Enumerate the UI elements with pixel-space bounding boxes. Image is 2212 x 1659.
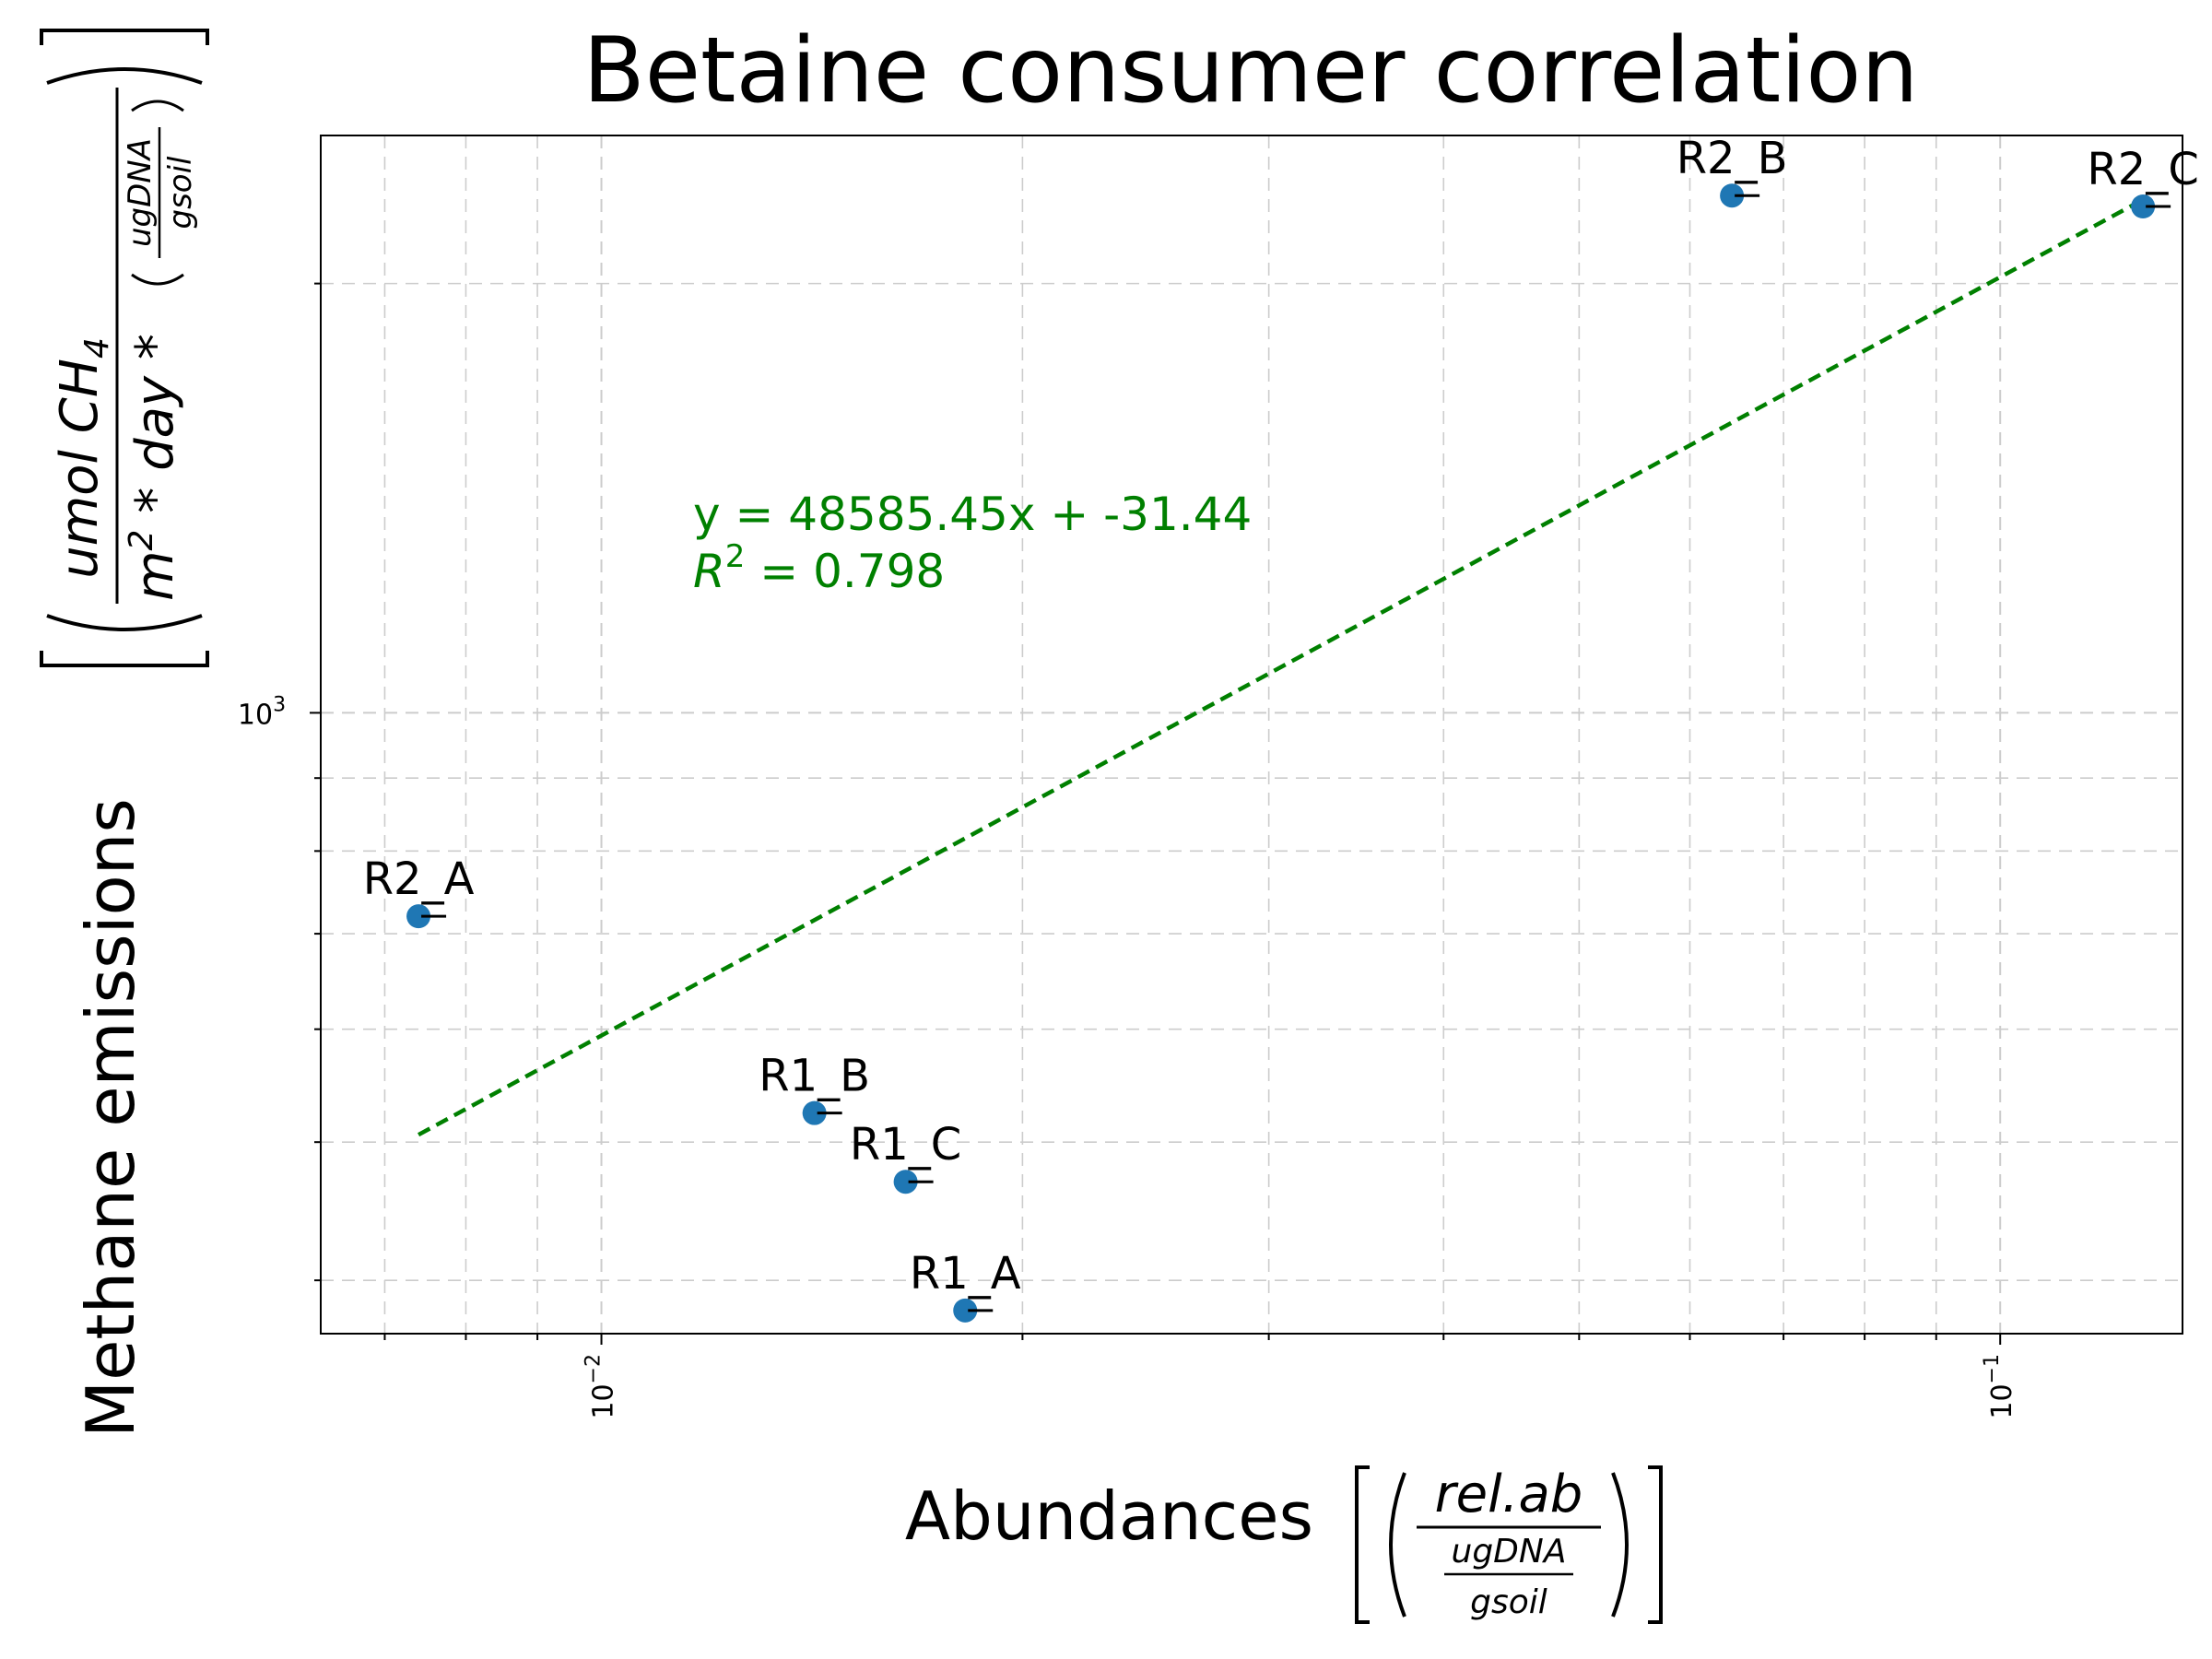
grid-minor [321,135,2183,1334]
x-label-left-bracket [1355,1465,1370,1624]
r-squared-symbol: R [693,545,725,598]
data-point [1720,183,1745,208]
point-label: R1_A [910,1248,1021,1300]
y-unit-denominator: m2 * day * [123,334,185,601]
point-label: R2_B [1677,133,1788,184]
y-tick-label-base: 10 [238,699,273,731]
y-unit-numerator-main: umol CH [50,359,110,579]
regression-equation: y = 48585.45x + -31.44 [693,488,1252,541]
y-unit-denominator-rest: * day * [125,334,185,529]
x-tick-label: 10−2 [582,1354,620,1419]
x-unit-inner-numerator: ugDNA [1452,1533,1567,1571]
y-label-right-paren [46,67,203,85]
x-label-right-paren [1611,1472,1629,1618]
x-tick-label: 10−1 [1981,1354,2018,1419]
y-label-left-bracket [40,651,209,667]
data-point [893,1170,918,1194]
x-tick-label-exponent: −1 [1981,1354,2004,1383]
plot-frame [320,135,2183,1335]
data-point [953,1298,978,1323]
r-squared-exponent: 2 [725,538,746,575]
point-label: R2_C [2087,144,2198,195]
y-unit-denominator-superscript: 2 [123,530,160,551]
y-unit-numerator: umol CH4 [50,337,116,579]
x-label-left-paren [1389,1472,1406,1618]
grid-major [321,135,2183,1334]
y-inner-right-paren [131,100,184,112]
plot-background [321,135,2183,1334]
x-tick-label-base: 10 [588,1383,620,1418]
x-axis-label: Abundances rel.ab ugDNA gsoil [905,1465,1663,1624]
y-axis-label: Methane emissions umol CH4 m2 * day * ug… [40,29,209,1438]
trendline-layer [417,197,2145,1137]
data-point [802,1100,827,1125]
x-unit-inner-denominator: gsoil [1470,1583,1547,1621]
r-squared-value: = 0.798 [745,545,945,598]
points-layer: R2_A R1_B R1_C R1_A R2_B R2_C [363,133,2199,1323]
point-label: R1_B [759,1051,870,1102]
data-point [2131,194,2156,219]
x-tick-label-exponent: −2 [582,1354,606,1383]
y-tick-label-exponent: 3 [273,693,286,716]
y-inner-left-paren [131,273,184,286]
x-tick-label-base: 10 [1986,1383,2018,1418]
r-squared-text: R2 = 0.798 [693,538,945,598]
trendline [417,197,2145,1137]
y-unit-denominator-main: m [125,550,185,601]
chart-title: Betaine consumer correlation [583,18,1919,124]
y-unit-inner-denominator: gsoil [162,156,199,229]
y-label-right-bracket [40,29,209,45]
y-axis-title: Methane emissions [72,798,149,1438]
y-unit-inner-numerator: ugDNA [122,138,159,247]
point-label: R2_A [363,853,475,905]
point-label: R1_C [850,1119,961,1171]
x-unit-numerator: rel.ab [1435,1465,1583,1524]
y-label-left-paren [46,614,203,631]
data-point [406,904,431,929]
y-tick-label: 103 [238,693,286,731]
x-axis-title: Abundances [905,1477,1313,1555]
y-unit-numerator-subscript: 4 [78,337,116,359]
x-label-right-bracket [1648,1465,1663,1624]
